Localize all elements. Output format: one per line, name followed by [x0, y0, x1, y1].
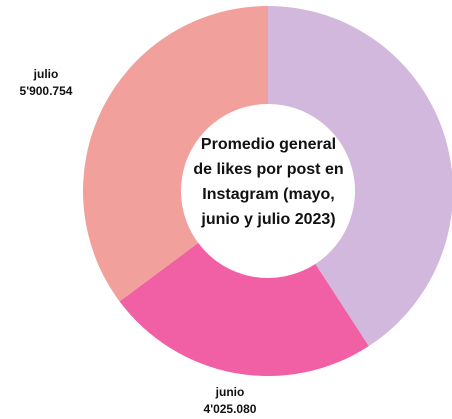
slice-label-value: 5'900.754: [19, 84, 73, 98]
donut-slice-julio: [83, 6, 268, 302]
slice-label-name: julio: [33, 67, 59, 81]
donut-slice-0: [268, 6, 452, 347]
chart-title-line: de likes por post en: [193, 161, 344, 178]
slice-label-julio: julio 5'900.754: [6, 66, 86, 100]
chart-title-line: junio y julio 2023): [201, 211, 336, 228]
chart-title-line: Instagram (mayo,: [202, 186, 335, 203]
slice-label-name: junio: [215, 385, 245, 399]
chart-title: Promedio general de likes por post en In…: [176, 132, 361, 232]
chart-title-line: Promedio general: [200, 136, 337, 153]
slice-label-value: 4'025.080: [203, 402, 257, 416]
donut-slice-junio: [119, 242, 369, 376]
slice-label-junio: junio 4'025.080: [190, 384, 270, 418]
